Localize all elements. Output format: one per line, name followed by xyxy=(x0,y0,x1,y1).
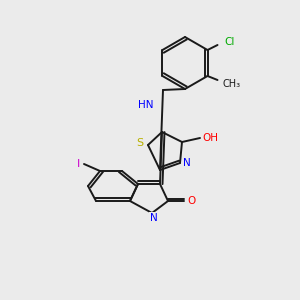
Text: N: N xyxy=(183,158,191,168)
Text: O: O xyxy=(188,196,196,206)
Text: N: N xyxy=(150,213,158,223)
Text: I: I xyxy=(76,159,80,169)
Text: Cl: Cl xyxy=(224,37,235,47)
Text: CH₃: CH₃ xyxy=(223,79,241,89)
Text: HN: HN xyxy=(138,100,154,110)
Text: OH: OH xyxy=(202,133,218,143)
Text: S: S xyxy=(136,138,144,148)
